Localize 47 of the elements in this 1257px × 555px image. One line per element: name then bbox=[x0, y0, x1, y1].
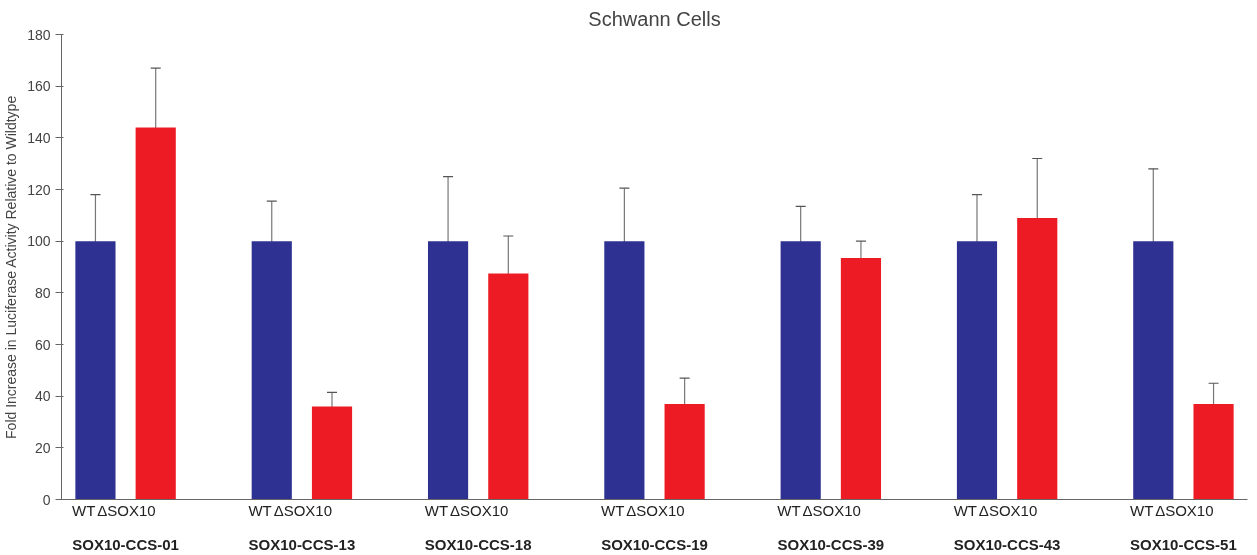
y-tick-label: 20 bbox=[34, 439, 51, 456]
bar bbox=[135, 127, 176, 500]
y-tick-label: 40 bbox=[34, 388, 51, 405]
bar bbox=[1193, 403, 1234, 500]
series-label: ΔSOX10 bbox=[97, 502, 156, 519]
x-tick-label: SOX10-CCS-51 bbox=[1130, 535, 1237, 553]
text: ΔSOX10 bbox=[273, 502, 333, 519]
y-tick-label: 60 bbox=[34, 336, 51, 353]
x-tick-label: SOX10-CCS-01 bbox=[72, 535, 179, 553]
chart-title: Schwann Cells bbox=[588, 7, 721, 30]
y-tick-label: 0 bbox=[42, 491, 51, 508]
x-tick-label: SOX10-CCS-13 bbox=[248, 535, 356, 553]
text: WT bbox=[424, 502, 449, 519]
y-axis-title: Fold Increase in Luciferase Activity Relative to Wildtype bbox=[3, 95, 20, 439]
text: ΔSOX10 bbox=[449, 502, 509, 519]
text: WT bbox=[601, 502, 625, 519]
bar bbox=[75, 241, 116, 500]
y-tick-label: 140 bbox=[27, 129, 51, 146]
x-tick-label: SOX10-CCS-19 bbox=[601, 535, 708, 553]
bar bbox=[664, 403, 705, 500]
bar bbox=[1133, 241, 1174, 500]
text: ΔSOX10 bbox=[626, 502, 685, 519]
text: WT bbox=[777, 502, 801, 519]
bar bbox=[956, 241, 998, 500]
bar bbox=[604, 241, 645, 500]
bar bbox=[1017, 217, 1058, 500]
bar bbox=[488, 273, 529, 500]
y-tick-label: 80 bbox=[34, 284, 51, 301]
bar bbox=[780, 241, 821, 500]
series-label: WT bbox=[72, 502, 96, 519]
y-tick-label: 120 bbox=[27, 181, 51, 198]
bar bbox=[251, 241, 292, 500]
y-tick-label: 100 bbox=[27, 233, 51, 250]
text: ΔSOX10 bbox=[978, 502, 1038, 519]
y-tick-label: 180 bbox=[27, 26, 51, 43]
x-tick-label: SOX10-CCS-43 bbox=[953, 535, 1061, 553]
text: WT bbox=[248, 502, 272, 519]
text: WT bbox=[953, 502, 977, 519]
bar bbox=[427, 241, 469, 500]
y-tick-label: 160 bbox=[27, 78, 51, 95]
text: ΔSOX10 bbox=[802, 502, 861, 519]
text: WT bbox=[1129, 502, 1154, 519]
x-tick-label: SOX10-CCS-39 bbox=[777, 535, 885, 553]
x-tick-label: SOX10-CCS-18 bbox=[424, 535, 532, 553]
bar bbox=[840, 257, 882, 500]
bar bbox=[311, 406, 353, 500]
text: ΔSOX10 bbox=[1155, 502, 1214, 519]
